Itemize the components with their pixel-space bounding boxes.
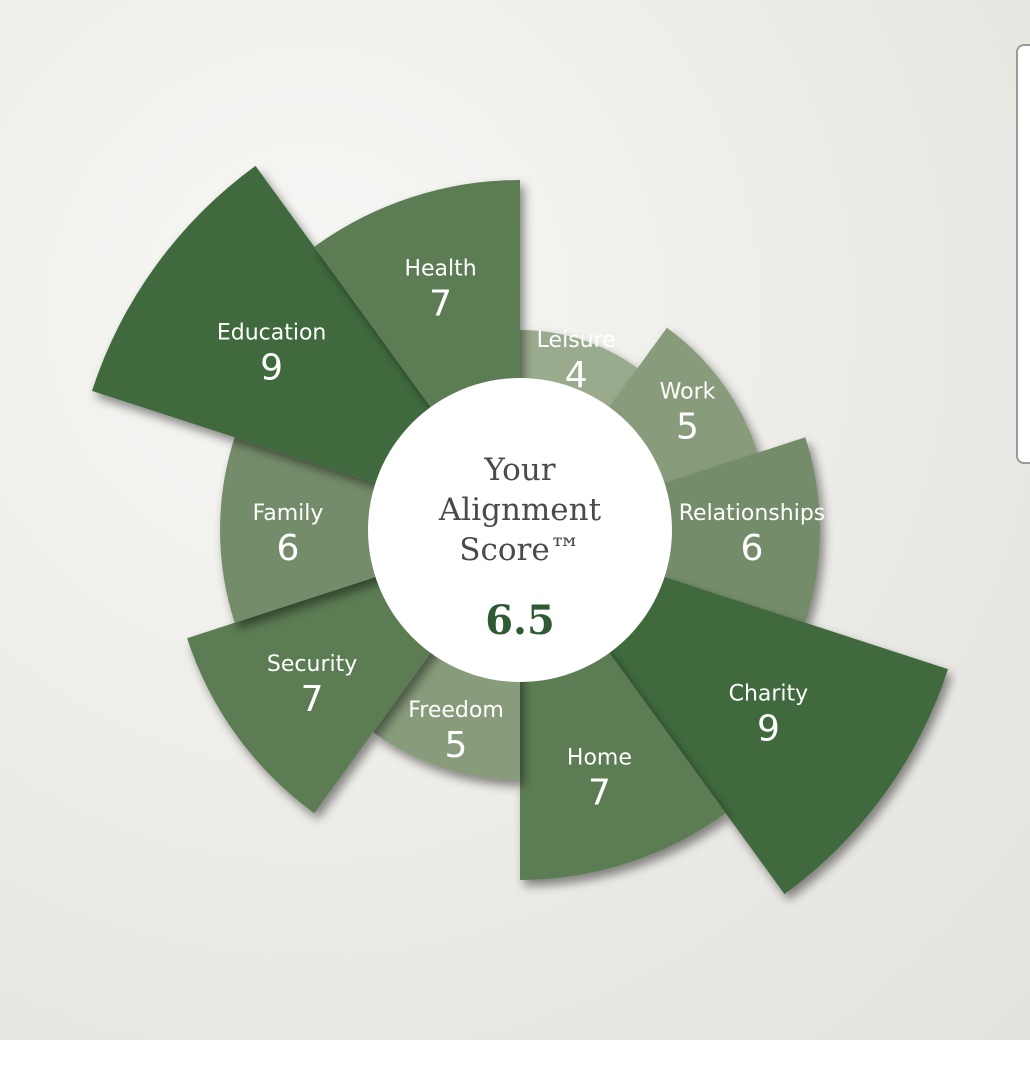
segment-value-security: 7 — [301, 679, 324, 720]
segment-value-family: 6 — [277, 528, 300, 569]
alignment-score-value: 6.5 — [485, 597, 555, 644]
segment-label-freedom: Freedom — [408, 698, 504, 723]
center-title-line-1: Your — [483, 452, 555, 488]
segment-value-education: 9 — [260, 348, 283, 389]
segment-value-freedom: 5 — [445, 725, 468, 766]
segment-value-charity: 9 — [757, 709, 780, 750]
segment-label-charity: Charity — [729, 682, 809, 707]
bottom-strip — [0, 1040, 1030, 1071]
segment-value-leisure: 4 — [565, 355, 588, 396]
segment-label-relationships: Relationships — [679, 501, 826, 526]
chart-background: Leisure 4 Work 5 Relationships 6 Charity 9 Home 7… — [0, 0, 1030, 1040]
segment-value-home: 7 — [588, 772, 611, 813]
segment-label-home: Home — [567, 745, 632, 770]
center-score-badge: Your Alignment Score™ 6.5 — [368, 378, 672, 682]
center-title-line-2: Alignment — [438, 492, 602, 528]
segment-label-family: Family — [253, 501, 324, 526]
segment-label-work: Work — [660, 379, 716, 404]
side-panel-edge — [1016, 44, 1030, 464]
segment-value-health: 7 — [429, 284, 452, 325]
segment-label-health: Health — [404, 257, 476, 282]
segment-label-leisure: Leisure — [537, 328, 616, 353]
center-circle — [368, 378, 672, 682]
segment-label-education: Education — [217, 321, 327, 346]
center-title-line-3: Score™ — [459, 532, 580, 568]
segment-label-security: Security — [267, 652, 357, 677]
segment-value-relationships: 6 — [741, 528, 764, 569]
segment-value-work: 5 — [676, 406, 699, 447]
